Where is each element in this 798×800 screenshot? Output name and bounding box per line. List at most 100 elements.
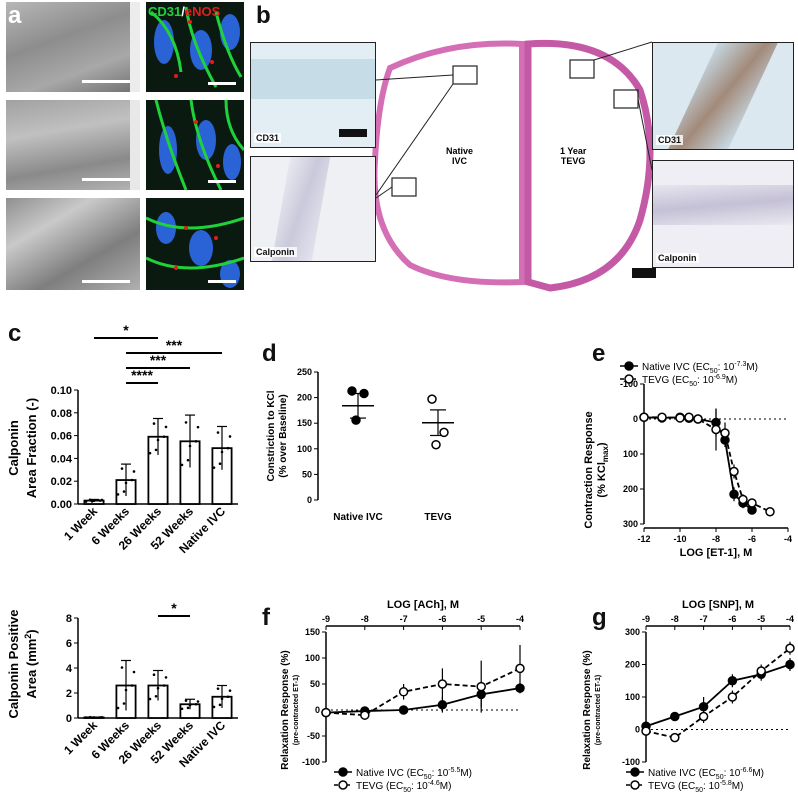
data-point <box>427 394 437 404</box>
data-point <box>765 507 775 517</box>
c-bottom-ylabel-2: Area (mm2) <box>23 629 39 698</box>
inset-cd31-right: CD31 <box>652 42 794 150</box>
data-point <box>148 697 152 701</box>
vessel-cross-section <box>371 39 656 292</box>
fluorescence-image-2 <box>146 100 244 190</box>
data-point <box>154 448 158 452</box>
x-tick-label: -8 <box>361 614 369 624</box>
legend-label: TEVG (EC50: 10-5.8M) <box>648 780 743 794</box>
data-point <box>398 687 409 697</box>
fluorescence-image-3 <box>146 198 244 290</box>
data-point <box>738 494 748 505</box>
data-point <box>729 489 739 499</box>
sem-image-1 <box>6 2 140 92</box>
data-point <box>756 666 766 676</box>
data-point <box>180 463 184 467</box>
data-point <box>180 707 184 711</box>
data-point <box>398 705 409 715</box>
data-point <box>218 703 222 707</box>
x-tick-label: -10 <box>673 534 686 544</box>
data-point <box>148 451 152 455</box>
y-tick-label: 200 <box>297 393 312 403</box>
data-point <box>188 444 192 448</box>
x-axis-label: LOG [ET-1], M <box>680 547 753 559</box>
panel-label-c: c <box>8 320 22 347</box>
c-top-ylabel-2: Area Fraction (-) <box>24 398 39 498</box>
data-point <box>711 424 721 435</box>
c-top-ylabel-1: Calponin <box>6 420 21 476</box>
data-point <box>164 425 168 429</box>
data-point <box>156 686 160 690</box>
data-point <box>100 715 104 719</box>
d-ylabel-2: (% over Baseline) <box>278 394 289 477</box>
x-tick-label: -6 <box>748 534 756 544</box>
series-line <box>645 663 791 728</box>
data-point <box>698 702 709 712</box>
data-point <box>431 439 441 450</box>
y-tick-label: 0 <box>633 414 638 424</box>
y-tick-label: 0.08 <box>51 408 72 420</box>
cd31-label: CD31 <box>148 4 182 19</box>
data-point <box>351 415 361 425</box>
data-point <box>184 421 188 424</box>
y-tick-label: 0.04 <box>51 453 73 465</box>
chart-c-top: Calponin Area Fraction (-) 0.00 0.02 0.04 0… <box>6 322 238 556</box>
series-line <box>645 647 791 739</box>
y-tick-label: -50 <box>307 731 320 741</box>
x-tick-label: -8 <box>712 534 720 544</box>
x-tick-label: -7 <box>700 614 708 624</box>
y-tick-label: 50 <box>310 679 320 689</box>
legend-marker <box>624 374 634 384</box>
data-point <box>226 695 230 699</box>
scale-bar <box>208 82 236 85</box>
data-point <box>84 716 88 719</box>
native-ivc-label: Native IVC <box>446 146 474 166</box>
data-point <box>785 643 795 653</box>
data-point <box>360 710 370 720</box>
chart-e: Contraction Response (% KClmax) -12 -10 -8… <box>583 361 792 559</box>
legend-label: TEVG (EC50: 10-4.6M) <box>356 780 451 794</box>
f-ylabel-2: (pre-contracted ET-1) <box>293 675 300 745</box>
x-category-label: TEVG <box>424 512 451 523</box>
data-point <box>228 689 232 692</box>
significance-label: *** <box>166 337 183 353</box>
y-tick-label: 0.02 <box>51 476 72 488</box>
data-point <box>729 466 739 477</box>
scale-bar <box>339 129 367 137</box>
y-tick-label: 8 <box>66 613 72 625</box>
legend-label: Native IVC (EC50: 10-6.6M) <box>648 767 764 781</box>
c-bottom-ylabel: Calponin Positive <box>6 609 21 718</box>
x-tick-label: -9 <box>642 614 650 624</box>
data-point <box>220 697 224 701</box>
data-point <box>675 413 685 423</box>
tevg-label: 1 Year TEVG <box>560 146 587 166</box>
data-point <box>670 711 680 722</box>
data-point <box>124 481 128 485</box>
x-axis-label: LOG [SNP], M <box>682 599 754 611</box>
data-point <box>212 705 216 709</box>
legend-marker <box>338 767 348 777</box>
legend-marker <box>630 780 640 790</box>
slash: / <box>181 4 185 19</box>
data-point <box>727 692 738 702</box>
data-point <box>693 414 703 424</box>
series-line <box>325 667 521 717</box>
y-tick-label: 100 <box>625 692 640 702</box>
y-tick-label: 2 <box>66 688 72 700</box>
data-point <box>196 425 200 429</box>
data-point <box>220 450 224 454</box>
g-ylabel-2: (pre-contracted ET-1) <box>595 675 602 745</box>
data-point <box>130 684 134 687</box>
data-point <box>437 700 448 710</box>
data-point <box>92 499 96 503</box>
y-tick-label: 6 <box>66 638 72 650</box>
chart-f: Relaxation Response (%) (pre-contracted … <box>280 599 525 794</box>
data-point <box>92 716 96 719</box>
y-tick-label: 50 <box>302 469 312 479</box>
data-point <box>727 676 738 686</box>
x-category-label: Native IVC <box>333 512 382 523</box>
data-point <box>515 663 525 674</box>
inset-cd31-left: CD31 <box>250 42 376 148</box>
e-ylabel: Contraction Response <box>583 411 595 528</box>
y-tick-label: 200 <box>625 660 640 670</box>
